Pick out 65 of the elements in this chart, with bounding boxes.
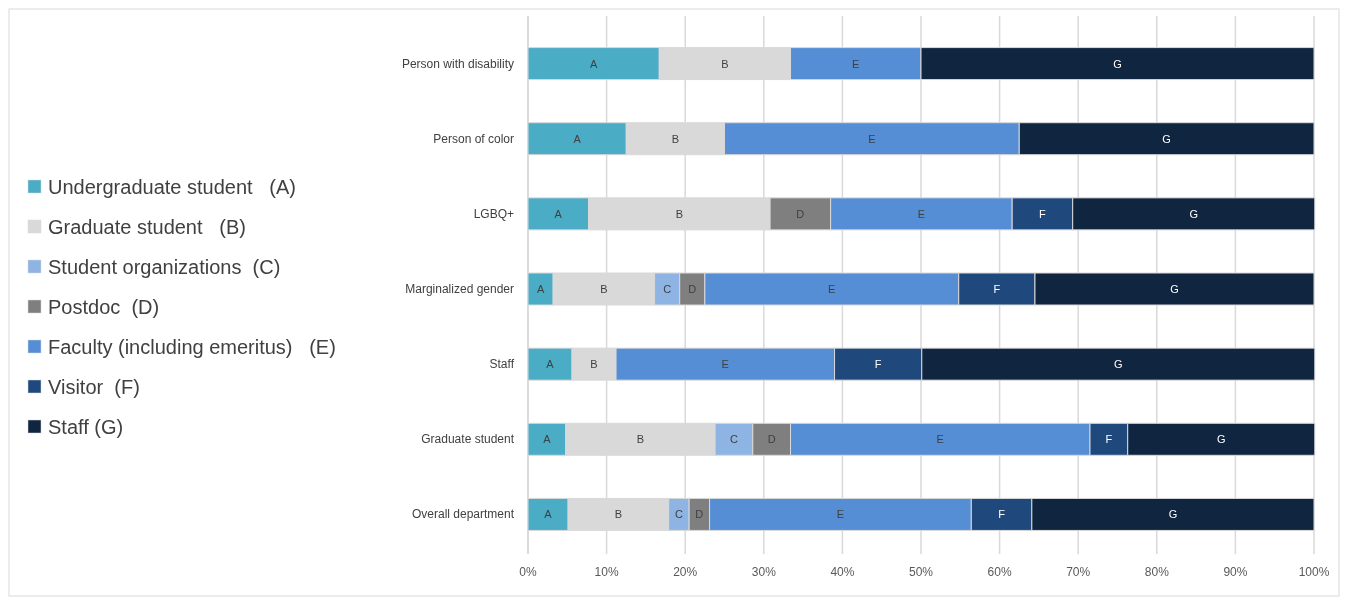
data-label: E <box>828 283 836 295</box>
data-label: A <box>544 508 553 521</box>
data-label: A <box>589 57 598 70</box>
data-label: C <box>674 508 683 521</box>
legend-label: Postdoc (D) <box>48 296 160 318</box>
x-tick-label: 70% <box>1066 565 1091 579</box>
data-label: F <box>993 283 1001 295</box>
data-label: F <box>1105 433 1113 446</box>
y-tick-label: Person with disability <box>401 56 514 71</box>
data-label: A <box>536 283 545 295</box>
legend-label: Staff (G) <box>48 416 124 438</box>
y-tick-label: Person of color <box>433 131 514 146</box>
legend-label: Student organizations (C) <box>48 256 281 278</box>
data-label: F <box>874 358 882 371</box>
x-tick-label: 40% <box>830 565 855 579</box>
data-label: B <box>636 433 645 446</box>
data-label: E <box>936 433 944 446</box>
data-label: G <box>1189 207 1199 220</box>
legend-label: Faculty (including emeritus) (E) <box>48 336 336 358</box>
x-tick-label: 90% <box>1223 565 1248 579</box>
data-label: F <box>1039 207 1047 220</box>
data-label: D <box>688 283 697 295</box>
data-label: E <box>836 508 845 521</box>
data-label: B <box>600 283 608 295</box>
x-tick-label: 60% <box>987 565 1012 579</box>
data-label: E <box>917 207 926 220</box>
data-label: B <box>614 508 623 521</box>
legend-label: Undergraduate student (A) <box>48 176 296 198</box>
x-tick-label: 30% <box>751 565 777 579</box>
data-label: A <box>543 433 552 446</box>
data-label: A <box>546 358 555 371</box>
data-label: G <box>1113 57 1122 70</box>
y-tick-label: LGBQ+ <box>473 206 514 221</box>
x-tick-label: 80% <box>1144 565 1170 579</box>
legend-label: Visitor (F) <box>48 376 140 398</box>
data-label: B <box>590 358 598 371</box>
data-label: G <box>1162 132 1171 145</box>
data-label: D <box>695 508 704 521</box>
x-tick-label: 0% <box>519 565 537 579</box>
data-label: A <box>554 207 563 220</box>
data-label: E <box>852 57 860 70</box>
y-tick-label: Graduate student <box>421 432 515 447</box>
data-label: E <box>721 358 729 371</box>
y-tick-label: Staff <box>489 357 515 372</box>
data-label: F <box>998 508 1006 521</box>
data-label: C <box>663 283 672 295</box>
y-tick-label: Overall department <box>411 507 515 522</box>
x-tick-label: 100% <box>1298 565 1330 579</box>
data-label: E <box>868 132 876 145</box>
x-tick-label: 10% <box>594 565 619 579</box>
x-tick-label: 50% <box>908 565 934 579</box>
data-label: D <box>767 433 776 446</box>
data-label: D <box>796 207 805 220</box>
data-label: G <box>1170 283 1179 295</box>
data-label: C <box>729 433 738 446</box>
data-label: B <box>721 57 729 70</box>
data-label: G <box>1114 358 1123 371</box>
legend-label: Graduate student (B) <box>48 216 246 238</box>
x-tick-label: 20% <box>673 565 698 579</box>
data-label: G <box>1168 508 1178 521</box>
data-label: G <box>1216 433 1226 446</box>
data-label: A <box>573 132 582 145</box>
y-tick-label: Marginalized gender <box>405 282 514 296</box>
data-label: B <box>671 132 680 145</box>
data-label: B <box>675 207 683 220</box>
